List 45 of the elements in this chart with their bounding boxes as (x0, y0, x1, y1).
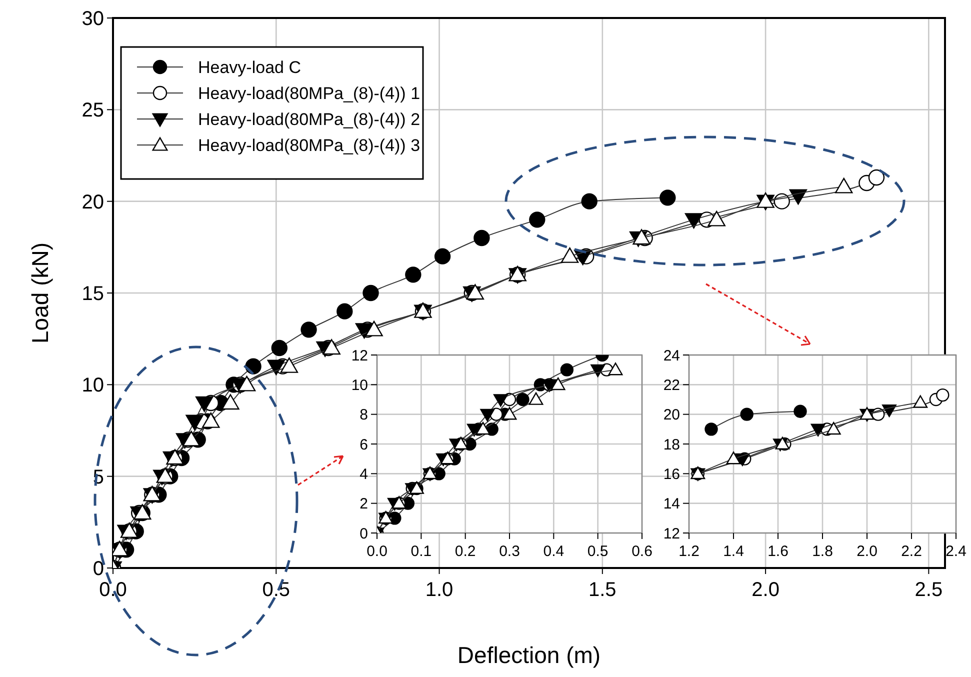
y-tick-label: 0 (360, 525, 368, 542)
x-tick-label: 1.4 (723, 543, 744, 560)
x-tick-label: 1.2 (678, 543, 700, 560)
y-tick-label: 20 (82, 191, 104, 214)
y-tick-label: 16 (663, 466, 680, 483)
x-tick-label: 0.0 (366, 543, 388, 560)
y-tick-label: 12 (663, 525, 680, 542)
x-tick-label: 0.6 (632, 543, 652, 560)
x-tick-label: 1.0 (425, 579, 454, 601)
y-tick-label: 15 (82, 283, 104, 305)
x-tick-label: 2.0 (856, 543, 878, 560)
legend-label: Heavy-load C (198, 58, 301, 77)
y-tick-label: 2 (360, 496, 368, 513)
y-tick-label: 20 (663, 406, 680, 424)
y-tick-label: 10 (351, 376, 368, 394)
y-tick-label: 6 (360, 436, 368, 454)
y-tick-label: 10 (82, 374, 104, 397)
legend-label: Heavy-load(80MPa_(8)-(4)) 2 (198, 110, 420, 129)
y-tick-label: 8 (360, 406, 368, 424)
y-tick-label: 22 (663, 376, 680, 394)
x-tick-label: 2.4 (946, 543, 966, 560)
x-tick-label: 2.0 (752, 579, 780, 601)
legend-label: Heavy-load(80MPa_(8)-(4)) 3 (198, 136, 420, 155)
x-tick-label: 2.2 (901, 543, 922, 560)
x-tick-label: 0.0 (99, 579, 127, 601)
y-axis-title: Load (kN) (27, 242, 53, 344)
y-tick-label: 14 (663, 496, 680, 513)
legend-label: Heavy-load(80MPa_(8)-(4)) 1 (198, 84, 420, 103)
x-tick-label: 0.1 (410, 543, 432, 560)
y-tick-label: 25 (82, 100, 104, 122)
y-tick-label: 30 (82, 8, 104, 30)
x-tick-label: 0.3 (499, 543, 520, 560)
x-tick-label: 1.6 (768, 543, 788, 560)
x-tick-label: 0.4 (543, 543, 564, 560)
x-tick-label: 1.8 (812, 543, 833, 560)
y-tick-label: 24 (663, 347, 680, 364)
x-tick-label: 0.5 (587, 543, 608, 560)
y-tick-label: 0 (92, 558, 104, 580)
x-tick-label: 1.5 (588, 579, 616, 601)
x-tick-label: 2.5 (914, 579, 943, 601)
y-tick-label: 18 (663, 436, 680, 454)
x-tick-label: 0.2 (454, 543, 476, 560)
x-axis-title: Deflection (m) (457, 642, 601, 668)
y-tick-label: 4 (360, 466, 368, 483)
y-tick-label: 12 (351, 347, 368, 364)
